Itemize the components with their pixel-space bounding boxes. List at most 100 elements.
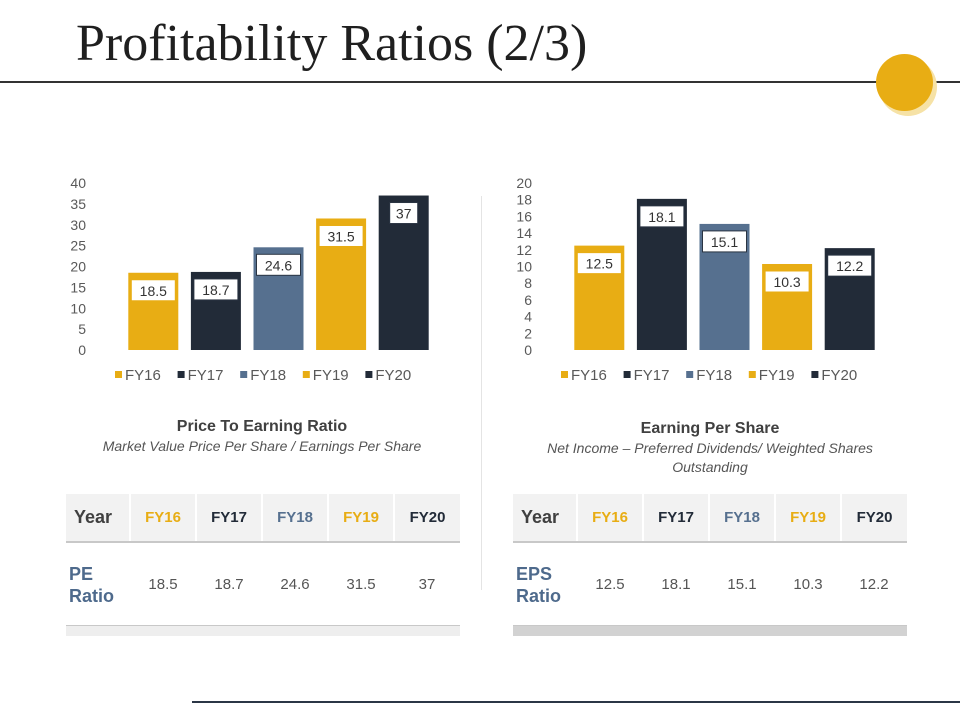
y-tick-label: 0 [78,342,86,358]
data-label-box [764,270,810,293]
pe-value-fy20: 37 [394,542,460,626]
year-fy19: FY19 [328,494,395,543]
eps-value-fy19: 10.3 [775,542,841,626]
data-label-box [389,202,419,225]
year-fy16: FY16 [130,494,197,543]
pe-ratio-label: PE Ratio [66,542,130,626]
y-tick-label: 10 [516,259,532,275]
data-label: 18.1 [648,209,675,225]
legend-swatch [686,371,694,378]
pe-value-fy18: 24.6 [262,542,328,626]
legend-label: FY16 [125,367,161,384]
data-label-box [639,205,685,228]
data-label: 31.5 [327,228,354,244]
year-header: Year [513,494,578,543]
legend-label: FY19 [313,367,349,384]
legend-label: FY20 [821,367,857,384]
legend-label: FY17 [188,367,224,384]
y-tick-label: 0 [524,342,532,358]
year-fy17: FY17 [196,494,263,543]
y-tick-label: 5 [78,321,86,337]
eps-value-fy17: 18.1 [643,542,709,626]
data-label: 15.1 [711,234,738,250]
eps-value-fy16: 12.5 [577,542,643,626]
data-label-box [702,230,747,253]
y-tick-label: 20 [516,175,532,191]
year-fy18: FY18 [709,494,776,543]
y-tick-label: 20 [70,259,86,275]
legend-swatch [365,371,373,378]
table-row: PE Ratio 18.5 18.7 24.6 31.5 37 [66,542,460,626]
eps-ratio-label: EPS Ratio [513,542,577,626]
eps-chart-formula: Net Income – Preferred Dividends/ Weight… [547,440,873,475]
data-label-box [256,253,301,276]
legend-swatch [115,371,122,378]
data-label: 24.6 [265,257,292,273]
legend-swatch [623,371,631,378]
pe-value-fy17: 18.7 [196,542,262,626]
legend-label: FY20 [375,367,411,384]
table-row: EPS Ratio 12.5 18.1 15.1 10.3 12.2 [513,542,907,626]
y-tick-label: 6 [524,292,532,308]
eps-ratio-table: Year FY16 FY17 FY18 FY19 FY20 EPS Ratio … [513,494,907,626]
pe-value-fy16: 18.5 [130,542,196,626]
y-tick-label: 15 [70,279,86,295]
y-tick-label: 18 [516,192,532,208]
y-tick-label: 35 [70,196,86,212]
y-tick-label: 25 [70,238,86,254]
y-tick-label: 16 [516,208,532,224]
year-fy17: FY17 [643,494,710,543]
pe-table-footer [66,625,460,636]
data-label: 10.3 [773,274,800,290]
slide-title: Profitability Ratios (2/3) [76,15,588,72]
legend-swatch [240,371,248,378]
legend-label: FY17 [634,367,670,384]
column-divider [481,196,482,590]
eps-chart-title: Earning Per Share [640,420,780,437]
table-header-row: Year FY16 FY17 FY18 FY19 FY20 [66,494,460,543]
data-label: 12.5 [586,256,613,272]
decorative-circle [876,54,933,111]
pe-caption: Price To Earning Ratio Market Value Pric… [92,418,432,456]
data-label: 12.2 [836,258,863,274]
title-rule [0,81,960,83]
data-label-box [576,252,622,275]
data-label: 18.5 [140,283,167,299]
year-fy18: FY18 [262,494,329,543]
legend-label: FY16 [571,367,607,384]
y-tick-label: 40 [70,175,86,191]
legend-label: FY19 [759,367,795,384]
table-header-row: Year FY16 FY17 FY18 FY19 FY20 [513,494,907,543]
year-fy16: FY16 [577,494,644,543]
year-fy19: FY19 [775,494,842,543]
data-label-box [193,278,239,301]
pe-chart-title: Price To Earning Ratio [176,418,348,435]
legend-swatch [748,371,756,378]
pe-value-fy19: 31.5 [328,542,394,626]
y-tick-label: 10 [70,300,86,316]
year-fy20: FY20 [394,494,460,543]
data-label: 37 [396,206,412,222]
pe-ratio-chart: 0 5 10 15 20 25 30 35 40 18.5 18.7 24.6 31.5 37 FY16 FY… [70,175,429,384]
eps-value-fy18: 15.1 [709,542,775,626]
y-tick-label: 14 [516,225,532,241]
bottom-rule [192,701,960,703]
y-tick-label: 12 [516,242,532,258]
legend-swatch [177,371,185,378]
legend-swatch [561,371,568,378]
legend-swatch [302,371,310,378]
pe-chart-formula: Market Value Price Per Share / Earnings … [102,438,422,454]
legend-label: FY18 [696,367,732,384]
legend-label: FY18 [250,367,286,384]
data-label-box [827,254,873,277]
pe-ratio-table: Year FY16 FY17 FY18 FY19 FY20 PE Ratio 1… [66,494,460,626]
year-header: Year [66,494,131,543]
data-label-box [318,224,364,247]
year-fy20: FY20 [841,494,907,543]
eps-value-fy20: 12.2 [841,542,907,626]
y-tick-label: 4 [524,309,532,325]
data-label-box [130,279,176,302]
data-label: 18.7 [202,282,229,298]
y-tick-label: 8 [524,275,532,291]
